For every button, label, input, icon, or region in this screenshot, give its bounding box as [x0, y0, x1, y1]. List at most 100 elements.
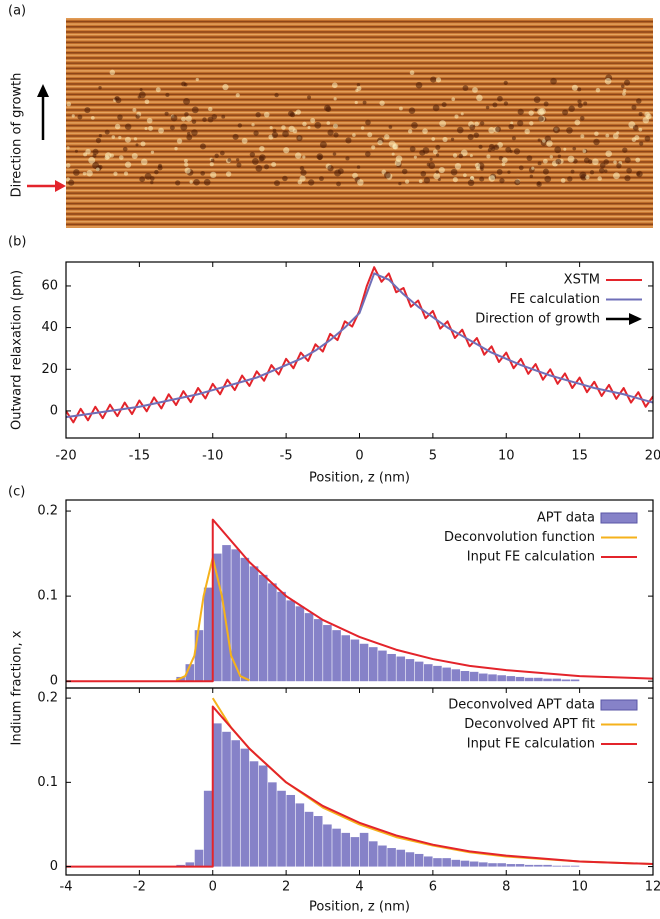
x-tick-label: 20 [645, 449, 660, 464]
stm-spot [552, 126, 560, 134]
stm-spot [356, 83, 361, 87]
stm-spot [377, 139, 383, 146]
stm-spot [165, 92, 170, 97]
y-tick-label: 60 [41, 278, 58, 293]
stm-spot [458, 153, 464, 159]
stm-spot [299, 175, 306, 182]
stm-spot [355, 88, 359, 92]
stm-spot [612, 133, 619, 139]
histogram-bar [213, 553, 222, 682]
stm-spot [124, 136, 131, 143]
stm-spot [638, 112, 643, 117]
stm-spot [531, 166, 535, 170]
stm-spot [269, 126, 273, 130]
stm-spot [503, 80, 508, 85]
histogram-bar [359, 643, 369, 682]
stm-spot [175, 180, 181, 186]
stm-spot [595, 87, 601, 93]
stm-spot [604, 169, 608, 173]
stm-spot [568, 105, 575, 112]
y-tick-label: 0.1 [37, 775, 58, 790]
x-tick-label: 4 [355, 880, 363, 895]
stm-features [65, 69, 652, 187]
x-tick-label: 12 [645, 880, 660, 895]
stm-spot [420, 170, 427, 177]
stm-spot [384, 171, 391, 179]
histogram-bar [258, 574, 268, 682]
stm-spot [288, 125, 295, 132]
stm-spot [144, 127, 148, 131]
data-line [66, 518, 653, 683]
stm-spot [124, 123, 132, 130]
stm-spot [258, 156, 265, 162]
stm-spot [492, 102, 498, 108]
stm-spot [299, 165, 305, 171]
stm-spot [186, 134, 193, 141]
stm-spot [467, 133, 474, 141]
stm-spot [579, 171, 587, 179]
stm-spot [388, 125, 393, 129]
stm-spot [398, 181, 402, 186]
stm-spot [92, 148, 99, 155]
stm-spot [435, 153, 440, 157]
histogram-bar [277, 591, 286, 682]
stm-spot [542, 158, 548, 164]
stm-spot [310, 118, 316, 123]
stm-spot [624, 157, 631, 164]
stm-spot [511, 136, 516, 141]
histogram-bar [442, 858, 451, 867]
stm-spot [193, 178, 200, 186]
stm-spot [533, 96, 541, 104]
stm-spot [450, 168, 458, 176]
stm-spot [401, 168, 408, 175]
stm-spot [191, 119, 197, 124]
stm-spot [191, 129, 198, 136]
stm-spot [493, 144, 500, 150]
stm-spot [439, 120, 447, 128]
stm-spot [253, 130, 259, 136]
stm-spot [66, 101, 72, 107]
histogram-bar [396, 656, 406, 682]
stm-spot [98, 86, 102, 90]
stm-spot [356, 165, 361, 169]
data-line [66, 266, 653, 424]
stm-spot [507, 170, 511, 174]
stm-spot [422, 128, 428, 134]
stm-spot [336, 181, 341, 187]
histogram-bar [368, 841, 378, 867]
stm-spot [538, 116, 544, 122]
stm-spot [95, 167, 100, 172]
stm-spot [169, 125, 175, 131]
stm-spot [272, 128, 277, 133]
histogram-bar [534, 677, 543, 682]
stm-spot [185, 115, 192, 122]
stm-spot [430, 76, 437, 83]
stm-spot [550, 77, 557, 85]
stm-spot [92, 161, 100, 169]
plot-area [66, 266, 653, 424]
stm-spot [98, 134, 102, 138]
stm-spot [636, 98, 642, 104]
stm-spot [463, 173, 467, 178]
stm-spot [388, 140, 396, 148]
stm-spot [263, 111, 270, 118]
stm-spot [294, 152, 302, 159]
stm-spot [132, 107, 137, 112]
stm-spot [635, 157, 641, 163]
stm-spot [227, 158, 232, 162]
histogram-bar [304, 811, 314, 867]
stm-spot [208, 106, 213, 112]
stm-spot [423, 177, 431, 184]
stm-spot [432, 104, 440, 112]
stm-spot [296, 134, 303, 142]
stm-spot [644, 135, 651, 142]
histogram-bar [506, 864, 516, 867]
y-tick-label: 0 [50, 859, 58, 874]
stm-spot [497, 95, 503, 102]
stm-spot [441, 102, 447, 108]
stm-spot [183, 158, 188, 163]
stm-spot [542, 139, 546, 143]
stm-spot [307, 95, 312, 100]
stm-spot [433, 172, 441, 180]
